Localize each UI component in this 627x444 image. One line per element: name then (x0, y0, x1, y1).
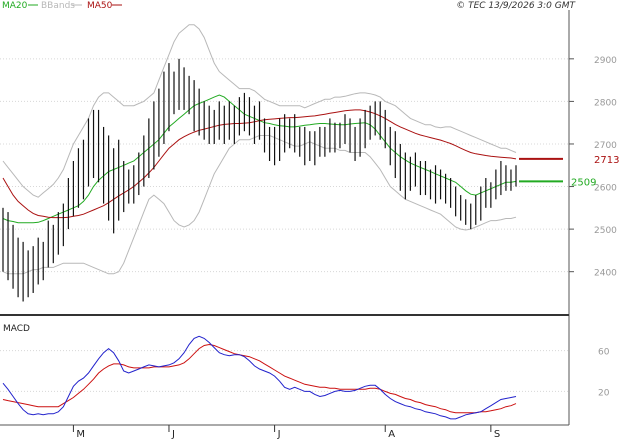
last-value-markers: 2713 2509 (519, 155, 619, 188)
legend: MA20 BBands MA50 (2, 1, 122, 11)
copyright-text: © TEC 13/9/2026 3:0 GMT (456, 1, 576, 11)
macd-gridlines (0, 350, 569, 392)
macd-line (2, 335, 517, 420)
price-tick-label: 2600 (594, 184, 617, 194)
price-tick-label: 2900 (594, 56, 617, 66)
ma50-marker-label: 2713 (594, 155, 619, 166)
ma20-marker-label: 2509 (571, 177, 596, 188)
macd-tick-label: 60 (598, 348, 610, 358)
price-tick-label: 2400 (594, 269, 617, 279)
x-tick-label: A (388, 429, 395, 440)
x-tick-label: J (277, 429, 281, 440)
price-panel-frame (0, 10, 569, 314)
price-gridlines (0, 58, 569, 273)
macd-lines (2, 335, 517, 420)
x-tick-label: S (494, 429, 500, 440)
price-tick-label: 2500 (594, 226, 617, 236)
macd-signal-line (2, 343, 517, 414)
price-tick-label: 2800 (594, 98, 617, 108)
legend-bbands-label: BBands (41, 1, 75, 11)
x-tick-label: M (76, 429, 85, 440)
macd-panel-title: MACD (3, 324, 30, 334)
macd-tick-label: 20 (598, 388, 610, 398)
x-tick-label: J (171, 429, 175, 440)
bband-upper-line (2, 24, 517, 198)
legend-ma20-label: MA20 (2, 1, 28, 11)
price-y-axis: 2400 2500 2600 2700 2800 2900 (569, 56, 617, 279)
price-tick-label: 2700 (594, 141, 617, 151)
ohlc-bars (2, 58, 517, 302)
legend-ma50-label: MA50 (87, 1, 113, 11)
